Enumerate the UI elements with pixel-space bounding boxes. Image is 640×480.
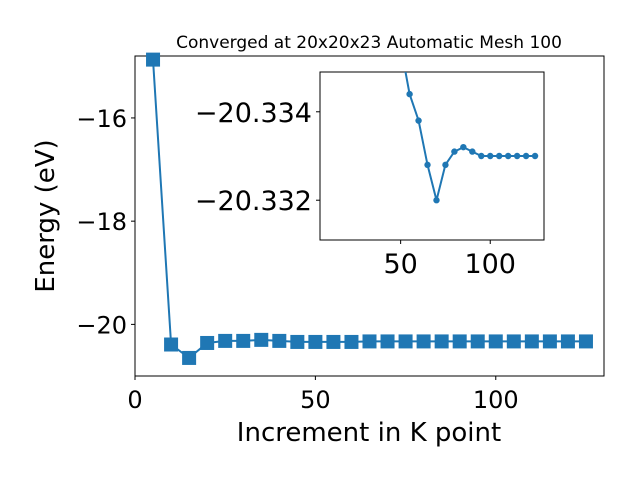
main-data-point <box>308 334 323 349</box>
inset-data-point <box>531 152 539 160</box>
inset-data-point <box>513 152 521 160</box>
main-data-point <box>200 335 215 350</box>
main-data-point <box>344 334 359 349</box>
main-data-point <box>416 334 431 349</box>
main-data-point <box>506 334 521 349</box>
x-axis-label: Increment in K point <box>237 418 501 448</box>
main-y-tick-label: −18 <box>76 208 127 236</box>
main-data-point <box>146 52 161 67</box>
main-data-point <box>164 337 179 352</box>
inset-ticks: 50 100 −20.334 −20.332 <box>195 98 516 280</box>
main-data-point <box>326 334 341 349</box>
main-data-point <box>236 333 251 348</box>
main-ticks: 0 50 100 −16 −18 −20 <box>76 105 518 414</box>
inset-data-point <box>460 143 467 151</box>
main-data-point <box>182 350 197 365</box>
inset-data-point <box>496 152 503 160</box>
inset-data-point <box>469 148 476 155</box>
main-data-point <box>488 334 503 349</box>
main-data-point <box>560 334 575 349</box>
inset-data-point <box>442 161 449 169</box>
main-axes-frame <box>134 55 605 377</box>
inset-data-point <box>433 197 440 204</box>
main-data-point <box>524 334 539 349</box>
inset-data-point <box>451 148 458 155</box>
inset-data-point <box>424 161 431 169</box>
main-data-point <box>290 334 305 349</box>
main-data-point <box>380 334 395 349</box>
main-x-tick-label: 100 <box>473 386 519 414</box>
inset-series <box>404 72 539 204</box>
chart-title: Converged at 20x20x23 Automatic Mesh 100 <box>176 33 562 53</box>
inset-data-point <box>478 152 485 160</box>
inset-y-tick-label: −20.332 <box>195 186 312 217</box>
main-data-point <box>434 334 449 349</box>
inset-series-line <box>404 72 535 201</box>
main-data-point <box>578 334 593 349</box>
main-data-point <box>542 334 557 349</box>
main-y-tick-label: −20 <box>76 311 127 339</box>
main-data-point <box>362 334 377 349</box>
inset-data-point <box>522 152 530 160</box>
main-y-tick-label: −16 <box>76 105 127 133</box>
main-data-point <box>218 333 233 348</box>
y-axis-label: Energy (eV) <box>31 139 61 292</box>
main-data-point <box>452 334 467 349</box>
inset-data-point <box>406 90 413 98</box>
inset-data-point <box>504 152 512 160</box>
main-x-tick-label: 50 <box>300 386 331 414</box>
main-data-point <box>398 334 413 349</box>
inset-y-tick-label: −20.334 <box>195 98 312 129</box>
inset-data-point <box>487 152 494 160</box>
inset-x-tick-label: 100 <box>464 249 516 280</box>
main-x-tick-label: 0 <box>127 386 142 414</box>
main-data-point <box>470 334 485 349</box>
main-data-point <box>272 333 287 348</box>
inset-x-tick-label: 50 <box>383 249 417 280</box>
main-data-point <box>254 332 269 347</box>
inset-data-point <box>415 117 422 124</box>
main-series <box>146 52 593 365</box>
